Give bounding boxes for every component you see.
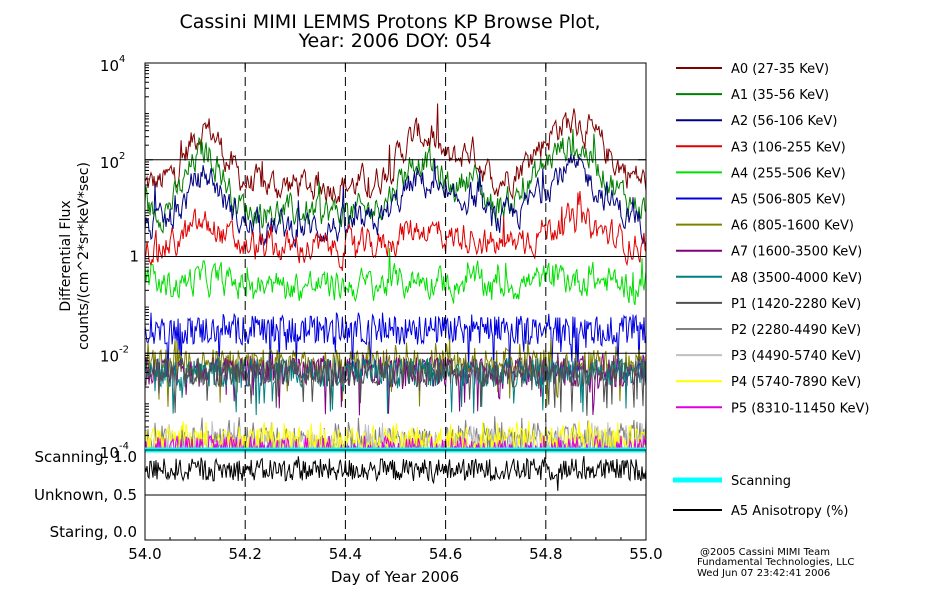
- series-line: [144, 129, 647, 234]
- bottom-y-tick-label: Unknown, 0.5: [34, 486, 137, 504]
- legend: A0 (27-35 KeV) A1 (35-56 KeV) A2 (56-106 K…: [676, 62, 869, 416]
- series-line: [144, 356, 647, 416]
- y-axis-label-line1: Differential Flux: [58, 200, 74, 311]
- legend-label: A5 Anisotropy (%): [731, 504, 848, 519]
- legend-item: A5 Anisotropy (%): [673, 504, 848, 519]
- legend-item: P2 (2280-4490 KeV): [676, 323, 861, 338]
- legend-item: A7 (1600-3500 KeV): [676, 245, 862, 260]
- bottom-y-tick-label: Scanning, 1.0: [34, 448, 137, 466]
- legend-label: P1 (1420-2280 KeV): [731, 297, 861, 312]
- legend-item: P1 (1420-2280 KeV): [676, 297, 861, 312]
- legend-label: A6 (805-1600 KeV): [731, 219, 854, 234]
- x-tick-label: 54.4: [329, 545, 362, 563]
- legend-label: A3 (106-255 KeV): [731, 140, 846, 155]
- anisotropy-line: [144, 456, 647, 491]
- chart-title-line1: Cassini MIMI LEMMS Protons KP Browse Plo…: [179, 11, 600, 33]
- top-y-tick-base: 10: [100, 154, 119, 172]
- series-line: [144, 103, 647, 204]
- x-tick-label: 55.0: [629, 545, 662, 563]
- credit-line1: @2005 Cassini MIMI Team: [700, 547, 830, 558]
- top-panel-data: [144, 103, 647, 452]
- x-tick-label: 54.2: [228, 545, 261, 563]
- credit-line2: Fundamental Technologies, LLC: [697, 557, 854, 568]
- x-tick-label: 54.6: [429, 545, 462, 563]
- top-y-tick-exp: 4: [119, 54, 125, 65]
- top-panel-grid: [145, 63, 646, 450]
- x-ticks: 54.0 54.2 54.4 54.6 54.8 55.0: [128, 63, 663, 563]
- x-axis-label: Day of Year 2006: [331, 568, 459, 586]
- credit-line3: Wed Jun 07 23:42:41 2006: [697, 568, 830, 579]
- legend-label: P4 (5740-7890 KeV): [731, 375, 861, 390]
- legend-label: A4 (255-506 KeV): [731, 166, 846, 181]
- bottom-y-ticks: Scanning, 1.0 Unknown, 0.5 Staring, 0.0: [34, 448, 137, 541]
- chart-title-line2: Year: 2006 DOY: 054: [297, 30, 491, 52]
- legend-item: A0 (27-35 KeV): [676, 62, 829, 77]
- bottom-panel: Scanning, 1.0 Unknown, 0.5 Staring, 0.0: [34, 447, 647, 541]
- legend-label: A5 (506-805 KeV): [731, 193, 846, 208]
- x-tick-label: 54.8: [529, 545, 562, 563]
- series-line: [144, 190, 647, 272]
- legend-item: A3 (106-255 KeV): [676, 140, 846, 155]
- x-tick-label: 54.0: [128, 545, 161, 563]
- legend-item: P5 (8310-11450 KeV): [676, 401, 869, 416]
- bottom-panel-grid: [145, 450, 646, 540]
- series-line: [144, 312, 647, 374]
- legend-label: P3 (4490-5740 KeV): [731, 349, 861, 364]
- legend-item: P3 (4490-5740 KeV): [676, 349, 861, 364]
- series-line: [144, 356, 647, 416]
- legend-label: P2 (2280-4490 KeV): [731, 323, 861, 338]
- legend-item: A1 (35-56 KeV): [676, 88, 829, 103]
- legend-label: A7 (1600-3500 KeV): [731, 245, 862, 260]
- legend-item: A4 (255-506 KeV): [676, 166, 846, 181]
- legend-label: Scanning: [731, 474, 791, 489]
- legend-item: A6 (805-1600 KeV): [676, 219, 854, 234]
- legend-item: Scanning: [673, 474, 791, 489]
- series-line: [144, 154, 647, 249]
- legend-item: A2 (56-106 KeV): [676, 114, 837, 129]
- top-y-tick-exp: -2: [119, 344, 129, 355]
- top-y-tick-label: 10 -4: [100, 441, 129, 462]
- top-y-tick-label: 1: [129, 248, 139, 266]
- legend-label: P5 (8310-11450 KeV): [731, 401, 869, 416]
- bottom-panel-data: [144, 447, 647, 491]
- legend-item: P4 (5740-7890 KeV): [676, 375, 861, 390]
- legend-label: A2 (56-106 KeV): [731, 114, 837, 129]
- legend-item: A5 (506-805 KeV): [676, 193, 846, 208]
- legend-label: A0 (27-35 KeV): [731, 62, 829, 77]
- legend-label: A8 (3500-4000 KeV): [731, 271, 862, 286]
- top-y-tick-exp: -4: [119, 441, 129, 452]
- top-y-tick-label: 10 4: [100, 54, 125, 75]
- top-y-tick-exp: 2: [119, 151, 125, 162]
- top-y-tick-label: 10 2: [100, 151, 125, 172]
- top-y-tick-base: 10: [100, 444, 119, 462]
- legend-label: A1 (35-56 KeV): [731, 88, 829, 103]
- y-axis-label-line2: counts/(cm^2*sr*keV*sec): [76, 162, 92, 350]
- series-line: [144, 420, 647, 452]
- top-y-tick-label: 10 -2: [100, 344, 129, 365]
- legend-item: A8 (3500-4000 KeV): [676, 271, 862, 286]
- bottom-y-tick-label: Staring, 0.0: [50, 523, 137, 541]
- top-y-tick-base: 10: [100, 57, 119, 75]
- series-line: [144, 248, 647, 306]
- legend-bottom: Scanning A5 Anisotropy (%): [673, 474, 848, 519]
- top-y-tick-base: 10: [100, 347, 119, 365]
